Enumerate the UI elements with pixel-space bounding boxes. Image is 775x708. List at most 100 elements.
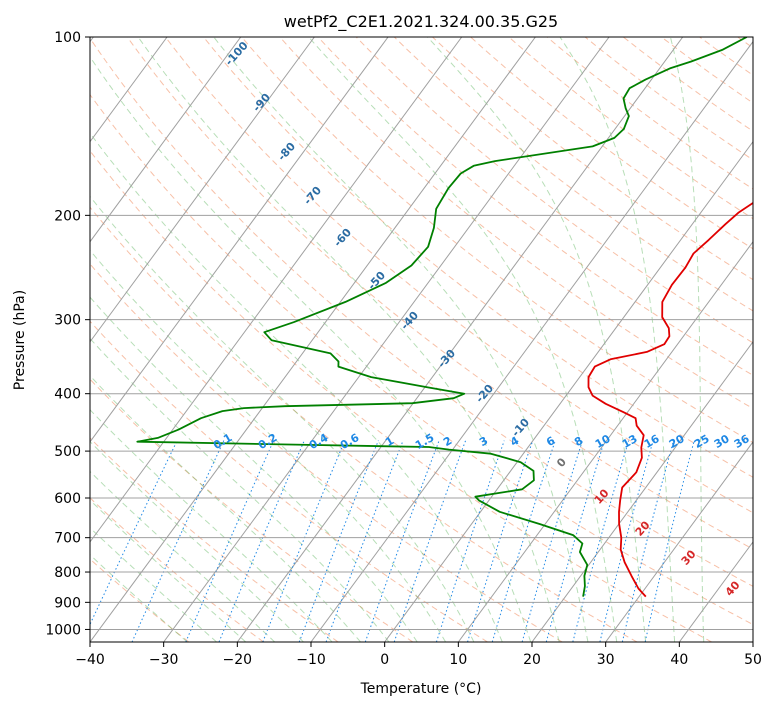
y-tick-label: 700 [54,531,81,547]
x-tick-label: −20 [223,652,253,668]
y-tick-label: 100 [54,30,81,46]
moist-adiabat [90,527,217,642]
isotherm-label: -90 [250,91,273,115]
mixing-ratio-label: 20 [667,432,687,451]
profile-series [136,37,753,598]
profile-line-1 [136,37,748,597]
dry-adiabat [355,37,753,344]
isotherm-line [90,37,242,243]
isotherm-label: 40 [723,578,743,598]
mixing-ratio-label: 25 [692,432,712,451]
dry-adiabat [699,37,753,76]
mixing-ratio-line [621,440,675,642]
isotherm-line [310,40,753,642]
isotherm-line [752,641,753,642]
x-tick-label: 30 [597,652,615,668]
mixing-ratio-line [644,440,695,642]
mixing-ratio-line [131,440,225,642]
dry-adiabat [90,37,753,587]
moist-adiabat [90,375,361,642]
moist-adiabat [90,440,304,642]
dry-adiabat [279,37,753,410]
mixing-ratio-line [262,440,346,642]
mixing-ratio-label: 16 [642,432,662,451]
isotherm-label: 10 [592,486,612,506]
mixing-ratio-label: 1.5 [413,431,436,452]
x-tick-label: 40 [670,652,688,668]
isotherm-line [90,37,168,143]
mixing-ratio-label: 0.1 [211,431,234,452]
mixing-ratio-line [467,440,534,642]
isotherm-label: 20 [633,518,653,538]
y-tick-label: 200 [54,208,81,224]
moist-adiabat [427,37,647,642]
isotherm-line [605,441,753,642]
isotherm-line [90,37,536,642]
x-tick-label: 50 [744,652,762,668]
mixing-ratio-label: 6 [544,434,557,449]
dry-adiabat [90,378,414,642]
moist-adiabat [308,37,618,642]
pressure-gridlines [90,37,753,630]
isotherm-line [236,37,684,642]
isotherm-label: 0 [554,455,569,470]
dry-adiabat [90,93,753,626]
background-lines [90,37,753,642]
dry-adiabat [90,437,339,642]
moist-adiabat [90,132,503,642]
isotherm-label: -80 [275,140,298,164]
isotherm-line [90,37,463,543]
y-tick-label: 500 [54,444,81,460]
dry-adiabat [317,37,753,376]
mixing-ratio-line [185,440,275,642]
mixing-ratio-label: 2 [441,434,454,449]
dry-adiabat [90,320,488,642]
dry-adiabat [470,37,753,250]
moist-adiabat [90,337,390,642]
moist-adiabat [90,296,418,642]
mixing-ratio-label: 0.4 [307,431,331,452]
mixing-ratio-label: 0.6 [338,431,362,452]
mixing-ratio-label: 13 [620,432,640,451]
moist-adiabat [90,470,276,642]
mixing-ratio-line [491,440,556,642]
x-tick-label: −30 [149,652,179,668]
mixing-ratio-label: 8 [572,434,585,449]
dry-adiabat [165,37,753,514]
mixing-ratio-line [572,440,630,642]
moist-adiabat [90,249,447,642]
isotherm-line [457,240,753,642]
mixing-ratio-line [90,440,178,626]
mixing-ratio-line [599,440,654,642]
isotherm-label: -30 [435,347,458,371]
dry-adiabat [90,206,638,642]
mixing-ratio-label: 30 [712,432,732,451]
x-axis-ticks: −40 −30 −20 −10 0 10 20 30 40 50 [75,642,762,668]
moist-adiabat [213,37,589,642]
y-tick-label: 400 [54,387,81,403]
isotherm-line [531,340,753,642]
x-tick-label: 20 [523,652,541,668]
mixing-ratio-line [545,440,605,642]
isotherm-label: -50 [365,269,388,293]
isotherm-label: -20 [473,382,496,406]
y-tick-label: 300 [54,313,81,329]
x-tick-label: −40 [75,652,105,668]
isotherm-line [678,541,753,642]
moist-adiabat [90,195,475,642]
mixing-ratio-line [364,440,440,642]
profile-line-0 [587,201,753,598]
y-tick-label: 1000 [45,622,81,638]
y-tick-label: 900 [54,595,81,611]
isotherm-line [384,140,753,642]
moist-adiabat [90,554,188,642]
moist-adiabat [559,37,676,642]
moist-adiabat [90,409,333,642]
dry-adiabat [508,37,753,220]
chart-title: wetPf2_C2E1.2021.324.00.35.G25 [284,12,558,32]
mixing-ratio-label: 0.2 [256,431,279,452]
mixing-ratio-line [218,440,305,642]
y-axis-label: Pressure (hPa) [12,290,28,390]
mixing-ratio-line [521,440,583,642]
